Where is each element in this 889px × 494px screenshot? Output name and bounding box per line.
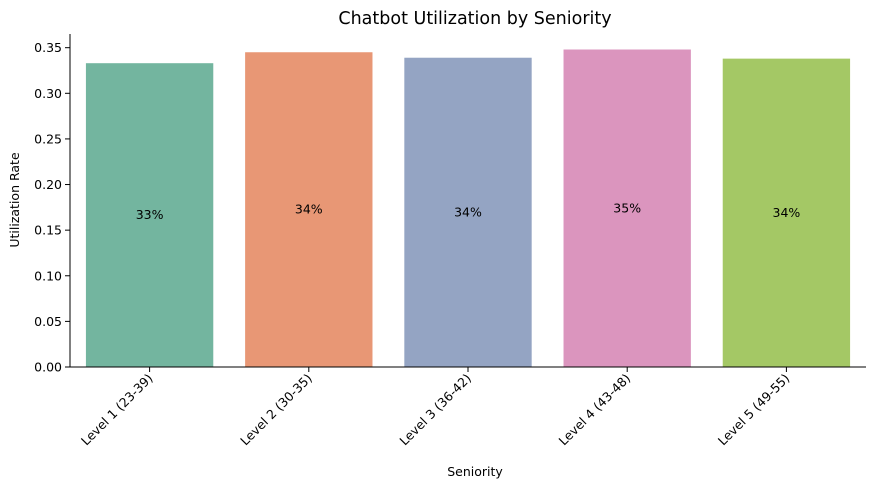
x-tick-label: Level 5 (49-55): [715, 371, 793, 449]
y-axis-label: Utilization Rate: [7, 152, 22, 248]
x-tick-label: Level 1 (23-39): [78, 371, 156, 449]
chart-title: Chatbot Utilization by Seniority: [338, 9, 611, 29]
y-tick-label: 0.10: [34, 268, 62, 283]
bar-1: [85, 63, 214, 367]
y-tick-label: 0.25: [34, 131, 62, 146]
bar-data-label: 34%: [773, 205, 801, 220]
bar-data-label: 35%: [613, 200, 641, 215]
bar-data-label: 34%: [454, 204, 482, 219]
data-labels-layer: 33% 34% 34% 35% 34%: [136, 200, 801, 222]
x-axis-label: Seniority: [447, 464, 503, 479]
y-tick-label: 0.05: [34, 314, 62, 329]
bar-4: [563, 49, 691, 368]
bar-3: [404, 57, 532, 367]
x-tick-label: Level 2 (30-35): [237, 371, 315, 449]
bars-layer: [85, 49, 851, 368]
bar-data-label: 33%: [136, 207, 164, 222]
y-tick-label: 0.30: [34, 86, 62, 101]
y-tick-label: 0.35: [34, 40, 62, 55]
bar-5: [722, 58, 851, 368]
x-tick-label: Level 4 (43-48): [556, 371, 634, 449]
y-tick-label: 0.20: [34, 177, 62, 192]
bar-2: [245, 52, 373, 367]
x-tick-label: Level 3 (36-42): [396, 371, 474, 449]
bar-data-label: 34%: [295, 202, 323, 217]
y-tick-label: 0.00: [34, 360, 62, 375]
y-tick-label: 0.15: [34, 223, 62, 238]
